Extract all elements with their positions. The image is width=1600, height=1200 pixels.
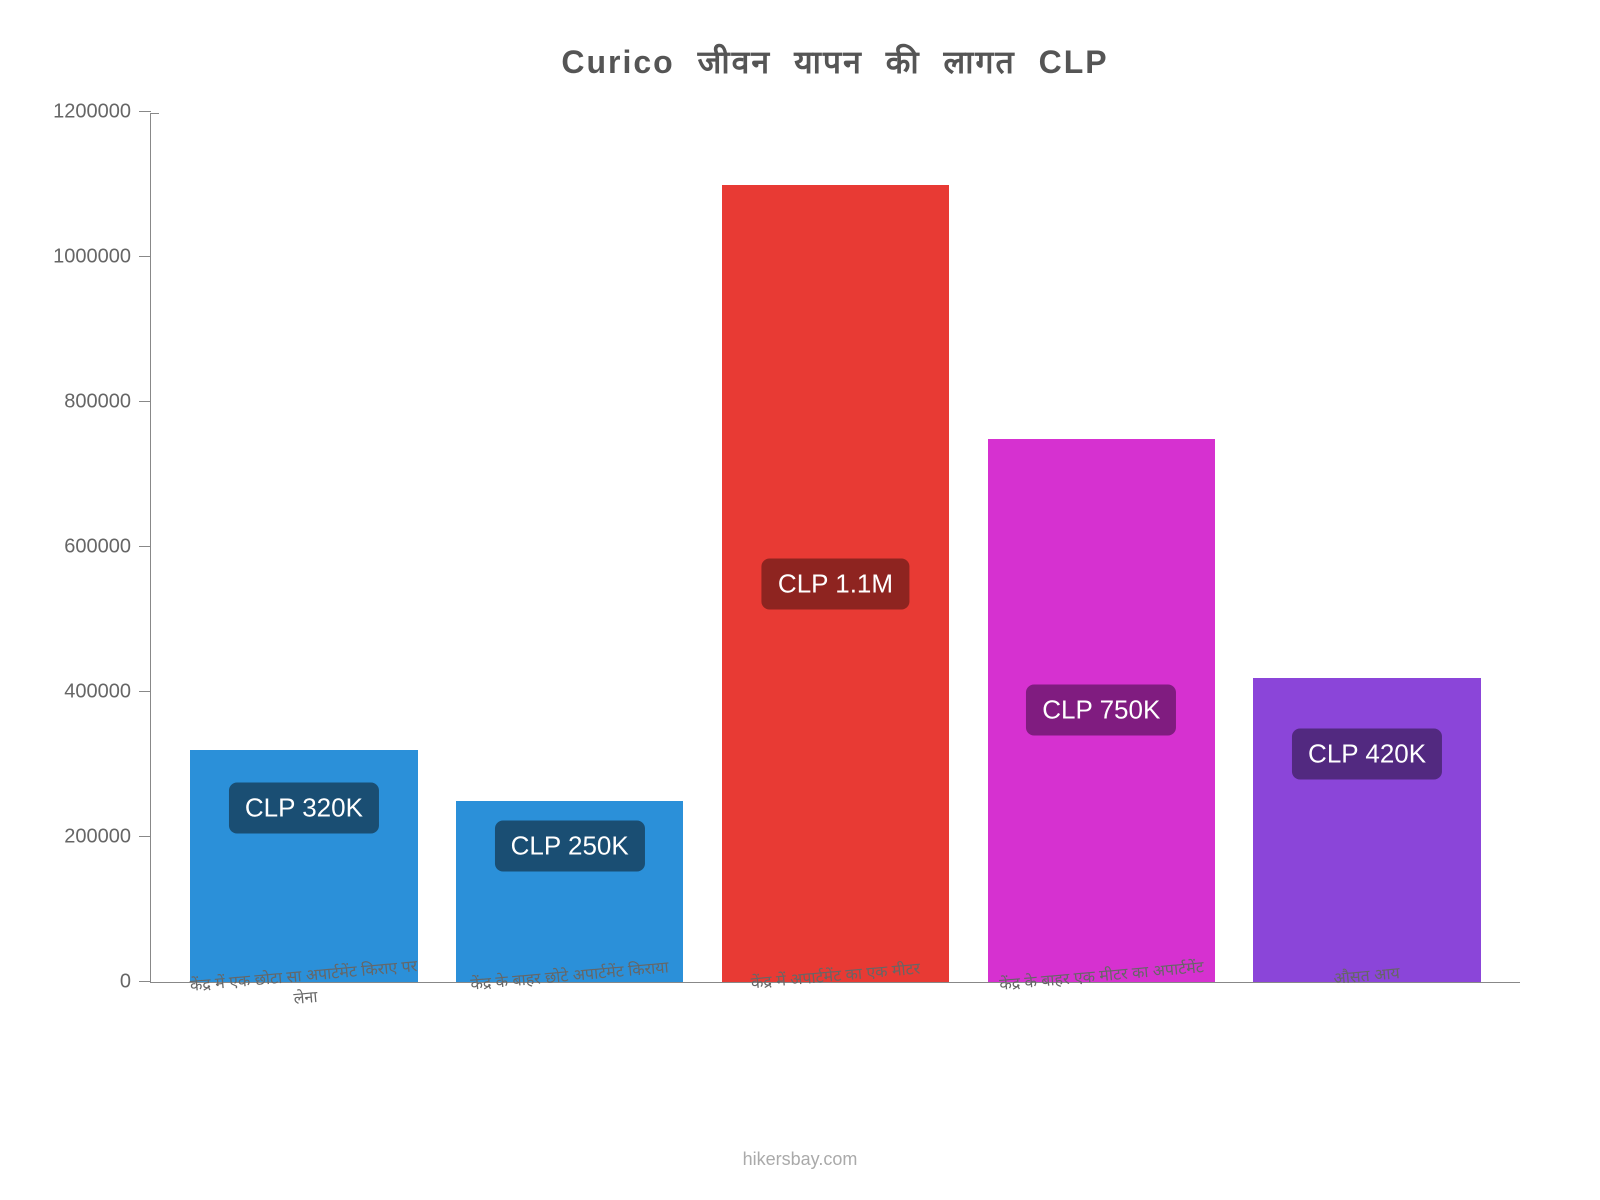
chart-container: Curico जीवन यापन की लागत CLP CLP 320KCLP… — [0, 0, 1600, 1200]
bar-value-label: CLP 750K — [1026, 685, 1176, 736]
x-axis-label: केंद्र में एक छोटा सा अपार्टमेंट किराए प… — [184, 954, 426, 1019]
y-axis-label: 800000 — [11, 391, 131, 414]
y-axis-ticks — [139, 113, 151, 982]
bar: CLP 1.1M — [722, 185, 949, 982]
x-axis-label: केंद्र में अपार्टमेंट का एक मीटर — [715, 954, 957, 1019]
bar-group: CLP 320K — [184, 113, 423, 982]
x-axis-labels: केंद्र में एक छोटा सा अपार्टमेंट किराए प… — [151, 954, 1520, 998]
bar-group: CLP 250K — [450, 113, 689, 982]
y-tick — [139, 981, 151, 982]
bar: CLP 420K — [1253, 678, 1480, 982]
y-tick — [139, 401, 151, 402]
chart-title: Curico जीवन यापन की लागत CLP — [150, 40, 1520, 83]
y-tick — [139, 256, 151, 257]
bars-area: CLP 320K CLP 250K CLP 1.1M CLP 750K CLP 420K — [151, 113, 1520, 982]
bar-value-label: CLP 250K — [495, 821, 645, 872]
bar-value-label: CLP 320K — [229, 783, 379, 834]
y-axis-label: 0 — [11, 971, 131, 994]
plot-area: CLP 320K CLP 250K CLP 1.1M CLP 750K CLP 420K… — [150, 113, 1520, 983]
x-axis-label: केंद्र के बाहर छोटे अपार्टमेंट किराया — [449, 954, 691, 1019]
y-axis-label: 400000 — [11, 681, 131, 704]
y-axis-label: 600000 — [11, 536, 131, 559]
y-axis-label: 200000 — [11, 826, 131, 849]
y-tick — [139, 836, 151, 837]
y-axis-label: 1200000 — [11, 101, 131, 124]
y-tick — [139, 546, 151, 547]
y-tick — [139, 111, 151, 112]
bar: CLP 750K — [988, 439, 1215, 982]
y-axis-label: 1000000 — [11, 246, 131, 269]
bar: CLP 320K — [190, 750, 417, 982]
bar-group: CLP 420K — [1247, 113, 1486, 982]
x-axis-label: केंद्र के बाहर एक मीटर का अपार्टमेंट — [981, 954, 1223, 1019]
bar-value-label: CLP 1.1M — [762, 558, 909, 609]
bar-group: CLP 750K — [982, 113, 1221, 982]
bar-group: CLP 1.1M — [716, 113, 955, 982]
y-tick — [139, 691, 151, 692]
x-axis-label: औसत आय — [1247, 954, 1489, 1019]
bar-value-label: CLP 420K — [1292, 728, 1442, 779]
attribution-text: hikersbay.com — [0, 1149, 1600, 1170]
